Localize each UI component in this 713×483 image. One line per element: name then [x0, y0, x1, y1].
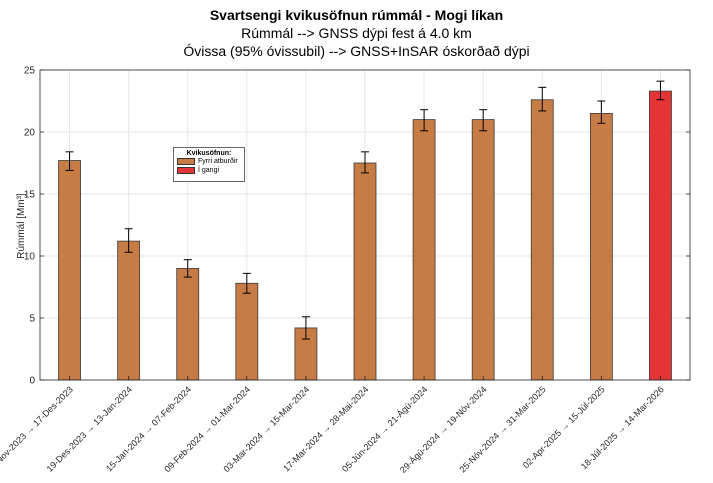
chart-subtitle-1: Rúmmál --> GNSS dýpi fest á 4.0 km — [241, 25, 472, 41]
bar — [117, 240, 141, 381]
bar — [353, 162, 377, 381]
bar — [235, 282, 259, 381]
chart-title: Svartsengi kvikusöfnun rúmmál - Mogi lík… — [209, 7, 504, 23]
legend-swatch-past — [177, 158, 195, 165]
chart-title-block: Svartsengi kvikusöfnun rúmmál - Mogi lík… — [0, 6, 713, 60]
chart-subtitle-2: Óvissa (95% óvissubil) --> GNSS+InSAR ós… — [183, 43, 530, 59]
bar — [530, 99, 554, 381]
bar — [471, 119, 495, 381]
bar — [58, 160, 81, 381]
y-tick-label: 10 — [24, 252, 36, 263]
bar — [176, 267, 200, 381]
legend-title: Kvikusöfnun: — [186, 150, 232, 157]
legend: Kvikusöfnun: Fyrri atburðir Í gangi — [173, 147, 245, 182]
y-tick-label: 0 — [29, 376, 35, 387]
y-tick-label: 15 — [24, 190, 36, 201]
bar — [412, 119, 436, 381]
legend-swatch-ongoing — [177, 167, 195, 174]
y-axis-label: Rúmmál [Mm³] — [16, 193, 27, 259]
bar — [589, 113, 613, 381]
y-tick-label: 20 — [24, 128, 36, 139]
bar — [649, 90, 672, 381]
y-tick-label: 25 — [24, 66, 36, 77]
plot-frame — [39, 69, 691, 381]
legend-label-past: Fyrri atburðir — [198, 158, 238, 165]
legend-label-ongoing: Í gangi — [198, 167, 220, 174]
y-tick-label: 5 — [29, 314, 35, 325]
bar-layer — [58, 80, 672, 381]
legend-entry-past: Fyrri atburðir — [177, 157, 244, 166]
legend-entry-ongoing: Í gangi — [177, 166, 244, 175]
